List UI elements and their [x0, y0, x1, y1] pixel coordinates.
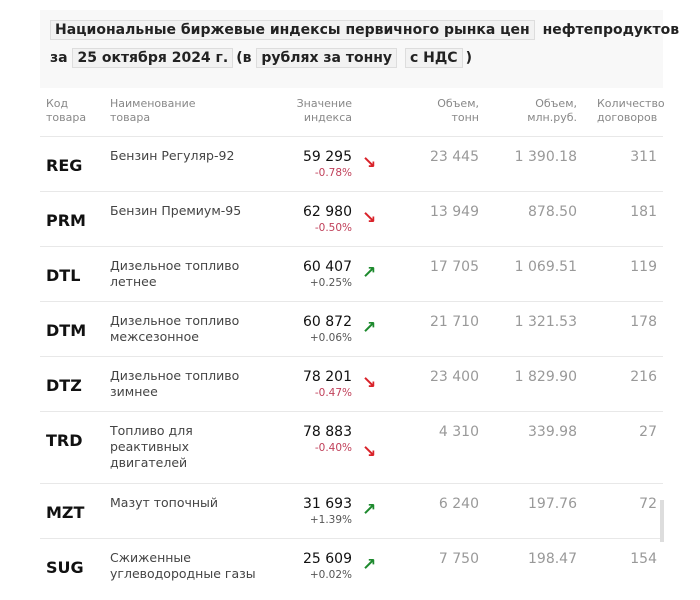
product-code: TRD: [46, 431, 83, 450]
header-code: Код товара: [46, 97, 87, 124]
contracts-count: 119: [630, 259, 657, 275]
volume-rub: 878.50: [528, 204, 577, 220]
product-code: DTM: [46, 321, 87, 340]
volume-rub: 198.47: [528, 551, 577, 567]
product-code: REG: [46, 156, 83, 175]
unit-selector[interactable]: рублях за тонну: [256, 48, 398, 68]
product-code: DTL: [46, 266, 81, 285]
header-volume-tons: Объем, тонн: [437, 97, 479, 124]
index-change: -0.50%: [314, 222, 352, 234]
title-line-1: Национальные биржевые индексы первичного…: [50, 20, 679, 40]
contracts-count: 181: [630, 204, 657, 220]
index-number: 60 407: [303, 259, 352, 275]
index-value: 59 295 -0.78%: [303, 149, 352, 181]
index-change: -0.40%: [314, 442, 352, 454]
product-code: MZT: [46, 503, 85, 522]
title-panel: Национальные биржевые индексы первичного…: [40, 10, 679, 88]
volume-rub: 1 069.51: [514, 259, 577, 275]
table-row[interactable]: PRM Бензин Премиум-95 62 980 -0.50% ↘ 13 …: [40, 191, 663, 247]
table-row[interactable]: REG Бензин Регуляр-92 59 295 -0.78% ↘ 23 …: [40, 136, 663, 192]
index-number: 60 872: [303, 314, 352, 330]
title-open: (в: [236, 50, 252, 66]
contracts-count: 311: [630, 149, 657, 165]
product-name: Бензин Премиум-95: [110, 203, 242, 218]
index-number: 59 295: [303, 149, 352, 165]
contracts-count: 72: [639, 496, 657, 512]
index-number: 62 980: [303, 204, 352, 220]
volume-tons: 6 240: [438, 496, 479, 512]
table-row[interactable]: TRD Топливо для реактивных двигателей 78…: [40, 411, 663, 484]
volume-rub: 1 321.53: [514, 314, 577, 330]
product-code: PRM: [46, 211, 86, 230]
scrollbar[interactable]: [660, 500, 664, 542]
product-name: Мазут топочный: [110, 495, 219, 510]
arrow-up-right-icon: ↗: [362, 555, 377, 575]
volume-tons: 17 705: [430, 259, 479, 275]
product-name: Дизельное топливо зимнее: [110, 368, 240, 399]
arrow-up-right-icon: ↗: [362, 500, 377, 520]
header-volume-rub: Объем, млн.руб.: [527, 97, 577, 124]
index-number: 78 883: [303, 424, 352, 440]
index-change: +0.02%: [309, 569, 352, 581]
header-name: Наименование товара: [110, 97, 196, 124]
table-row[interactable]: DTM Дизельное топливо межсезонное 60 872…: [40, 301, 663, 357]
product-name: Дизельное топливо межсезонное: [110, 313, 240, 344]
arrow-up-right-icon: ↗: [362, 318, 377, 338]
date-selector[interactable]: 25 октября 2024 г.: [72, 48, 234, 68]
volume-tons: 23 400: [430, 369, 479, 385]
contracts-count: 154: [630, 551, 657, 567]
product-code: DTZ: [46, 376, 82, 395]
index-change: +1.39%: [309, 514, 352, 526]
volume-tons: 13 949: [430, 204, 479, 220]
title-close: ): [465, 50, 472, 66]
index-change: +0.25%: [309, 277, 352, 289]
table-row[interactable]: MZT Мазут топочный 31 693 +1.39% ↗ 6 240 …: [40, 483, 663, 539]
index-value: 78 201 -0.47%: [303, 369, 352, 401]
volume-rub: 339.98: [528, 424, 577, 440]
index-value: 62 980 -0.50%: [303, 204, 352, 236]
header-value: Значение индекса: [296, 97, 352, 124]
vat-selector[interactable]: с НДС: [404, 48, 463, 68]
index-name-selector[interactable]: Национальные биржевые индексы первичного…: [50, 20, 535, 40]
index-change: -0.78%: [314, 167, 352, 179]
table-row[interactable]: DTZ Дизельное топливо зимнее 78 201 -0.47…: [40, 356, 663, 412]
product-code: SUG: [46, 558, 84, 577]
volume-rub: 1 829.90: [514, 369, 577, 385]
index-value: 60 407 +0.25%: [303, 259, 352, 291]
volume-tons: 4 310: [438, 424, 479, 440]
title-za: за: [50, 50, 68, 66]
title-product: нефтепродуктов: [542, 22, 680, 38]
header-contracts: Количество договоров: [597, 97, 665, 124]
index-value: 25 609 +0.02%: [303, 551, 352, 583]
volume-tons: 7 750: [438, 551, 479, 567]
index-value: 31 693 +1.39%: [303, 496, 352, 528]
volume-tons: 23 445: [430, 149, 479, 165]
product-name: Топливо для реактивных двигателей: [110, 423, 193, 470]
product-name: Сжиженные углеводородные газы: [110, 550, 256, 581]
contracts-count: 216: [630, 369, 657, 385]
volume-rub: 197.76: [528, 496, 577, 512]
volume-tons: 21 710: [430, 314, 479, 330]
index-number: 31 693: [303, 496, 352, 512]
contracts-count: 178: [630, 314, 657, 330]
index-number: 25 609: [303, 551, 352, 567]
product-name: Бензин Регуляр-92: [110, 148, 235, 163]
arrow-down-right-icon: ↘: [362, 153, 377, 173]
title-line-2: за 25 октября 2024 г. (в рублях за тонну …: [50, 48, 472, 68]
contracts-count: 27: [639, 424, 657, 440]
table-row[interactable]: DTL Дизельное топливо летнее 60 407 +0.25…: [40, 246, 663, 302]
product-name: Дизельное топливо летнее: [110, 258, 240, 289]
arrow-down-right-icon: ↘: [362, 208, 377, 228]
index-change: -0.47%: [314, 387, 352, 399]
index-number: 78 201: [303, 369, 352, 385]
arrow-up-right-icon: ↗: [362, 263, 377, 283]
arrow-down-right-icon: ↘: [362, 373, 377, 393]
arrow-down-right-icon: ↘: [362, 442, 377, 462]
index-value: 78 883 -0.40%: [303, 424, 352, 456]
table-row[interactable]: SUG Сжиженные углеводородные газы 25 609…: [40, 538, 663, 594]
index-value: 60 872 +0.06%: [303, 314, 352, 346]
volume-rub: 1 390.18: [514, 149, 577, 165]
index-change: +0.06%: [309, 332, 352, 344]
